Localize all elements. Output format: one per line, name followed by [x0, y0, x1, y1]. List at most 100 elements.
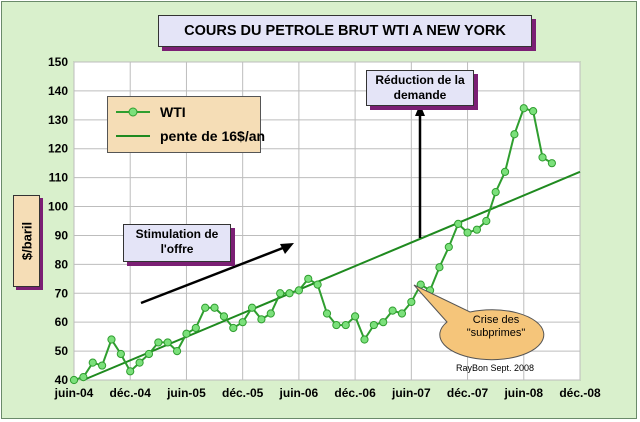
- wti-point: [107, 335, 116, 344]
- x-tick-label: juin-05: [166, 386, 206, 400]
- chart-title: COURS DU PETROLE BRUT WTI A NEW YORK: [158, 15, 532, 47]
- wti-point: [98, 361, 107, 370]
- wti-point: [538, 153, 547, 162]
- offre-arrow: [140, 244, 289, 305]
- annotation-demande-line2: demande: [393, 88, 447, 102]
- x-tick-label: déc.-08: [559, 386, 601, 400]
- wti-point: [163, 338, 172, 347]
- wti-point: [69, 375, 79, 385]
- annotation-offre: Stimulation de l'offre: [123, 224, 231, 262]
- x-tick-labels: juin-04 déc.-04 juin-05 déc.-05 juin-06 déc.-…: [54, 386, 601, 400]
- y-tick-label: 70: [55, 286, 69, 300]
- annotation-demande: Réduction de la demande: [366, 70, 474, 106]
- y-tick-label: 120: [48, 142, 68, 156]
- y-tick-label: 150: [48, 55, 68, 69]
- annotation-crise-line2: "subprimes": [466, 327, 526, 339]
- wti-point: [500, 167, 510, 176]
- annotation-crise: Crise des "subprimes": [452, 314, 540, 340]
- wti-point: [510, 130, 519, 139]
- wti-point: [444, 242, 453, 252]
- wti-point: [313, 280, 322, 289]
- wti-point: [172, 346, 182, 356]
- wti-series: [69, 104, 556, 385]
- wti-point: [201, 303, 210, 312]
- wti-point: [388, 306, 397, 315]
- annotation-demande-line1: Réduction de la: [375, 73, 465, 87]
- legend: WTI pente de 16$/an: [107, 96, 265, 153]
- y-tick-label: 60: [55, 315, 69, 329]
- wti-point: [219, 312, 229, 321]
- wti-point: [238, 318, 247, 327]
- wti-point: [397, 309, 407, 318]
- y-tick-label: 110: [49, 171, 69, 185]
- y-tick-label: 140: [48, 84, 68, 98]
- x-tick-label: déc.-05: [222, 386, 264, 400]
- wti-point: [135, 358, 144, 367]
- x-tick-label: déc.-04: [110, 386, 152, 400]
- wti-point: [454, 219, 463, 228]
- wti-point: [88, 358, 97, 367]
- wti-point: [379, 318, 388, 327]
- x-tick-label: juin-06: [279, 386, 319, 400]
- crise-callout: [413, 284, 545, 361]
- legend-item-slope: pente de 16$/an: [114, 125, 265, 147]
- wti-point: [294, 286, 303, 295]
- wti-point: [154, 338, 163, 347]
- x-tick-label: juin-08: [503, 386, 543, 400]
- y-axis-label-box: $/baril: [13, 195, 40, 287]
- wti-point: [266, 309, 275, 318]
- y-tick-label: 40: [55, 373, 69, 387]
- wti-point: [191, 323, 200, 333]
- y-tick-label: 100: [48, 200, 68, 214]
- wti-point: [547, 159, 556, 168]
- y-tick-label: 90: [55, 228, 69, 242]
- x-tick-label: juin-07: [391, 386, 431, 400]
- wti-point: [247, 303, 257, 312]
- wti-point: [126, 367, 135, 376]
- offre-arrow-head: [280, 243, 294, 254]
- legend-slope-label: pente de 16$/an: [160, 128, 266, 144]
- y-tick-labels: 40 50 60 70 80 90 100 110 120 130 140 150: [48, 55, 68, 387]
- wti-point: [182, 329, 191, 338]
- wti-point: [79, 373, 88, 382]
- x-tick-label: juin-04: [54, 386, 94, 400]
- wti-point: [472, 225, 482, 234]
- wti-point: [435, 263, 444, 272]
- wti-point: [519, 104, 528, 113]
- wti-point: [332, 320, 341, 330]
- wti-point: [369, 320, 378, 330]
- legend-wti-swatch: [116, 107, 150, 117]
- credit-text: RayBon Sept. 2008: [456, 363, 535, 373]
- y-axis-label: $/baril: [19, 221, 34, 261]
- annotation-offre-line1: Stimulation de: [135, 227, 219, 241]
- demande-arrow-head: [415, 104, 425, 116]
- wti-line: [73, 107, 553, 381]
- y-tick-label: 80: [55, 257, 69, 271]
- wti-point: [304, 274, 313, 283]
- wti-point: [351, 312, 360, 321]
- wti-point: [341, 320, 350, 330]
- wti-point: [360, 335, 369, 344]
- x-tick-label: déc.-06: [334, 386, 376, 400]
- y-tick-label: 50: [55, 344, 69, 358]
- annotation-offre-line2: l'offre: [160, 242, 194, 256]
- annotation-crise-line1: Crise des: [472, 314, 520, 326]
- wti-point: [144, 349, 154, 359]
- wti-point: [285, 289, 294, 298]
- wti-point: [257, 315, 266, 324]
- y-tick-label: 130: [48, 113, 68, 127]
- wti-point: [276, 289, 285, 298]
- wti-point: [482, 216, 491, 226]
- legend-wti-label: WTI: [160, 104, 186, 120]
- wti-point: [229, 323, 238, 333]
- wti-point: [463, 228, 472, 237]
- legend-slope-swatch: [116, 135, 150, 137]
- wti-point: [491, 187, 500, 197]
- x-tick-label: déc.-07: [447, 386, 489, 400]
- annotation-arrows: [140, 104, 545, 361]
- wti-point: [210, 303, 219, 312]
- legend-item-wti: WTI: [114, 101, 186, 123]
- wti-point: [116, 349, 125, 359]
- wti-point: [529, 107, 538, 116]
